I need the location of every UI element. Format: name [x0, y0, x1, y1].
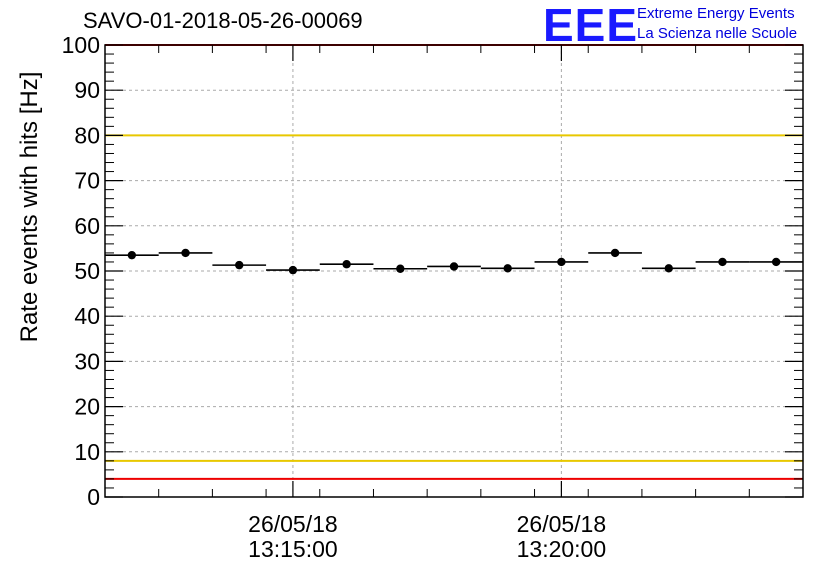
data-point	[127, 250, 137, 260]
data-point	[664, 264, 673, 273]
data-point	[288, 265, 298, 275]
x-tick-time: 13:15:00	[248, 536, 338, 562]
x-tick-date: 26/05/18	[248, 511, 338, 537]
logo-text: Extreme Energy Events La Scienza nelle S…	[637, 4, 797, 44]
grid	[105, 45, 803, 497]
data-point	[503, 264, 512, 273]
y-tick-label: 80	[74, 122, 100, 148]
y-tick-label: 70	[74, 168, 100, 194]
x-tick-date: 26/05/18	[517, 511, 607, 537]
y-tick-label: 50	[74, 258, 100, 284]
data-point	[449, 262, 459, 271]
y-tick-label: 60	[74, 213, 100, 239]
data-point	[181, 248, 190, 258]
data-point	[557, 257, 566, 267]
y-tick-labels: 0 10 20 30 40 50 60 70 80 90 100	[62, 32, 100, 510]
y-tick-label: 10	[74, 439, 100, 465]
data-point	[610, 248, 620, 258]
data-point	[235, 260, 244, 270]
x-tick-time: 13:20:00	[517, 536, 607, 562]
y-tick-label: 90	[74, 77, 100, 103]
eee-logo: EEE	[543, 0, 639, 51]
y-tick-label: 30	[74, 348, 100, 374]
data-points	[105, 248, 803, 275]
logo-line-2: La Scienza nelle Scuole	[637, 25, 798, 42]
data-point	[718, 257, 727, 267]
data-point	[342, 260, 351, 269]
y-tick-label: 20	[74, 394, 100, 420]
logo-line-1: Extreme Energy Events	[637, 5, 795, 22]
data-point	[771, 257, 781, 267]
chart-title: SAVO-01-2018-05-26-00069	[83, 8, 363, 33]
y-axis-label-text: Rate events with hits [Hz]	[16, 71, 43, 343]
data-point	[396, 264, 405, 273]
y-tick-label: 100	[62, 32, 100, 58]
y-tick-label: 40	[74, 303, 100, 329]
y-tick-label: 0	[87, 484, 100, 510]
